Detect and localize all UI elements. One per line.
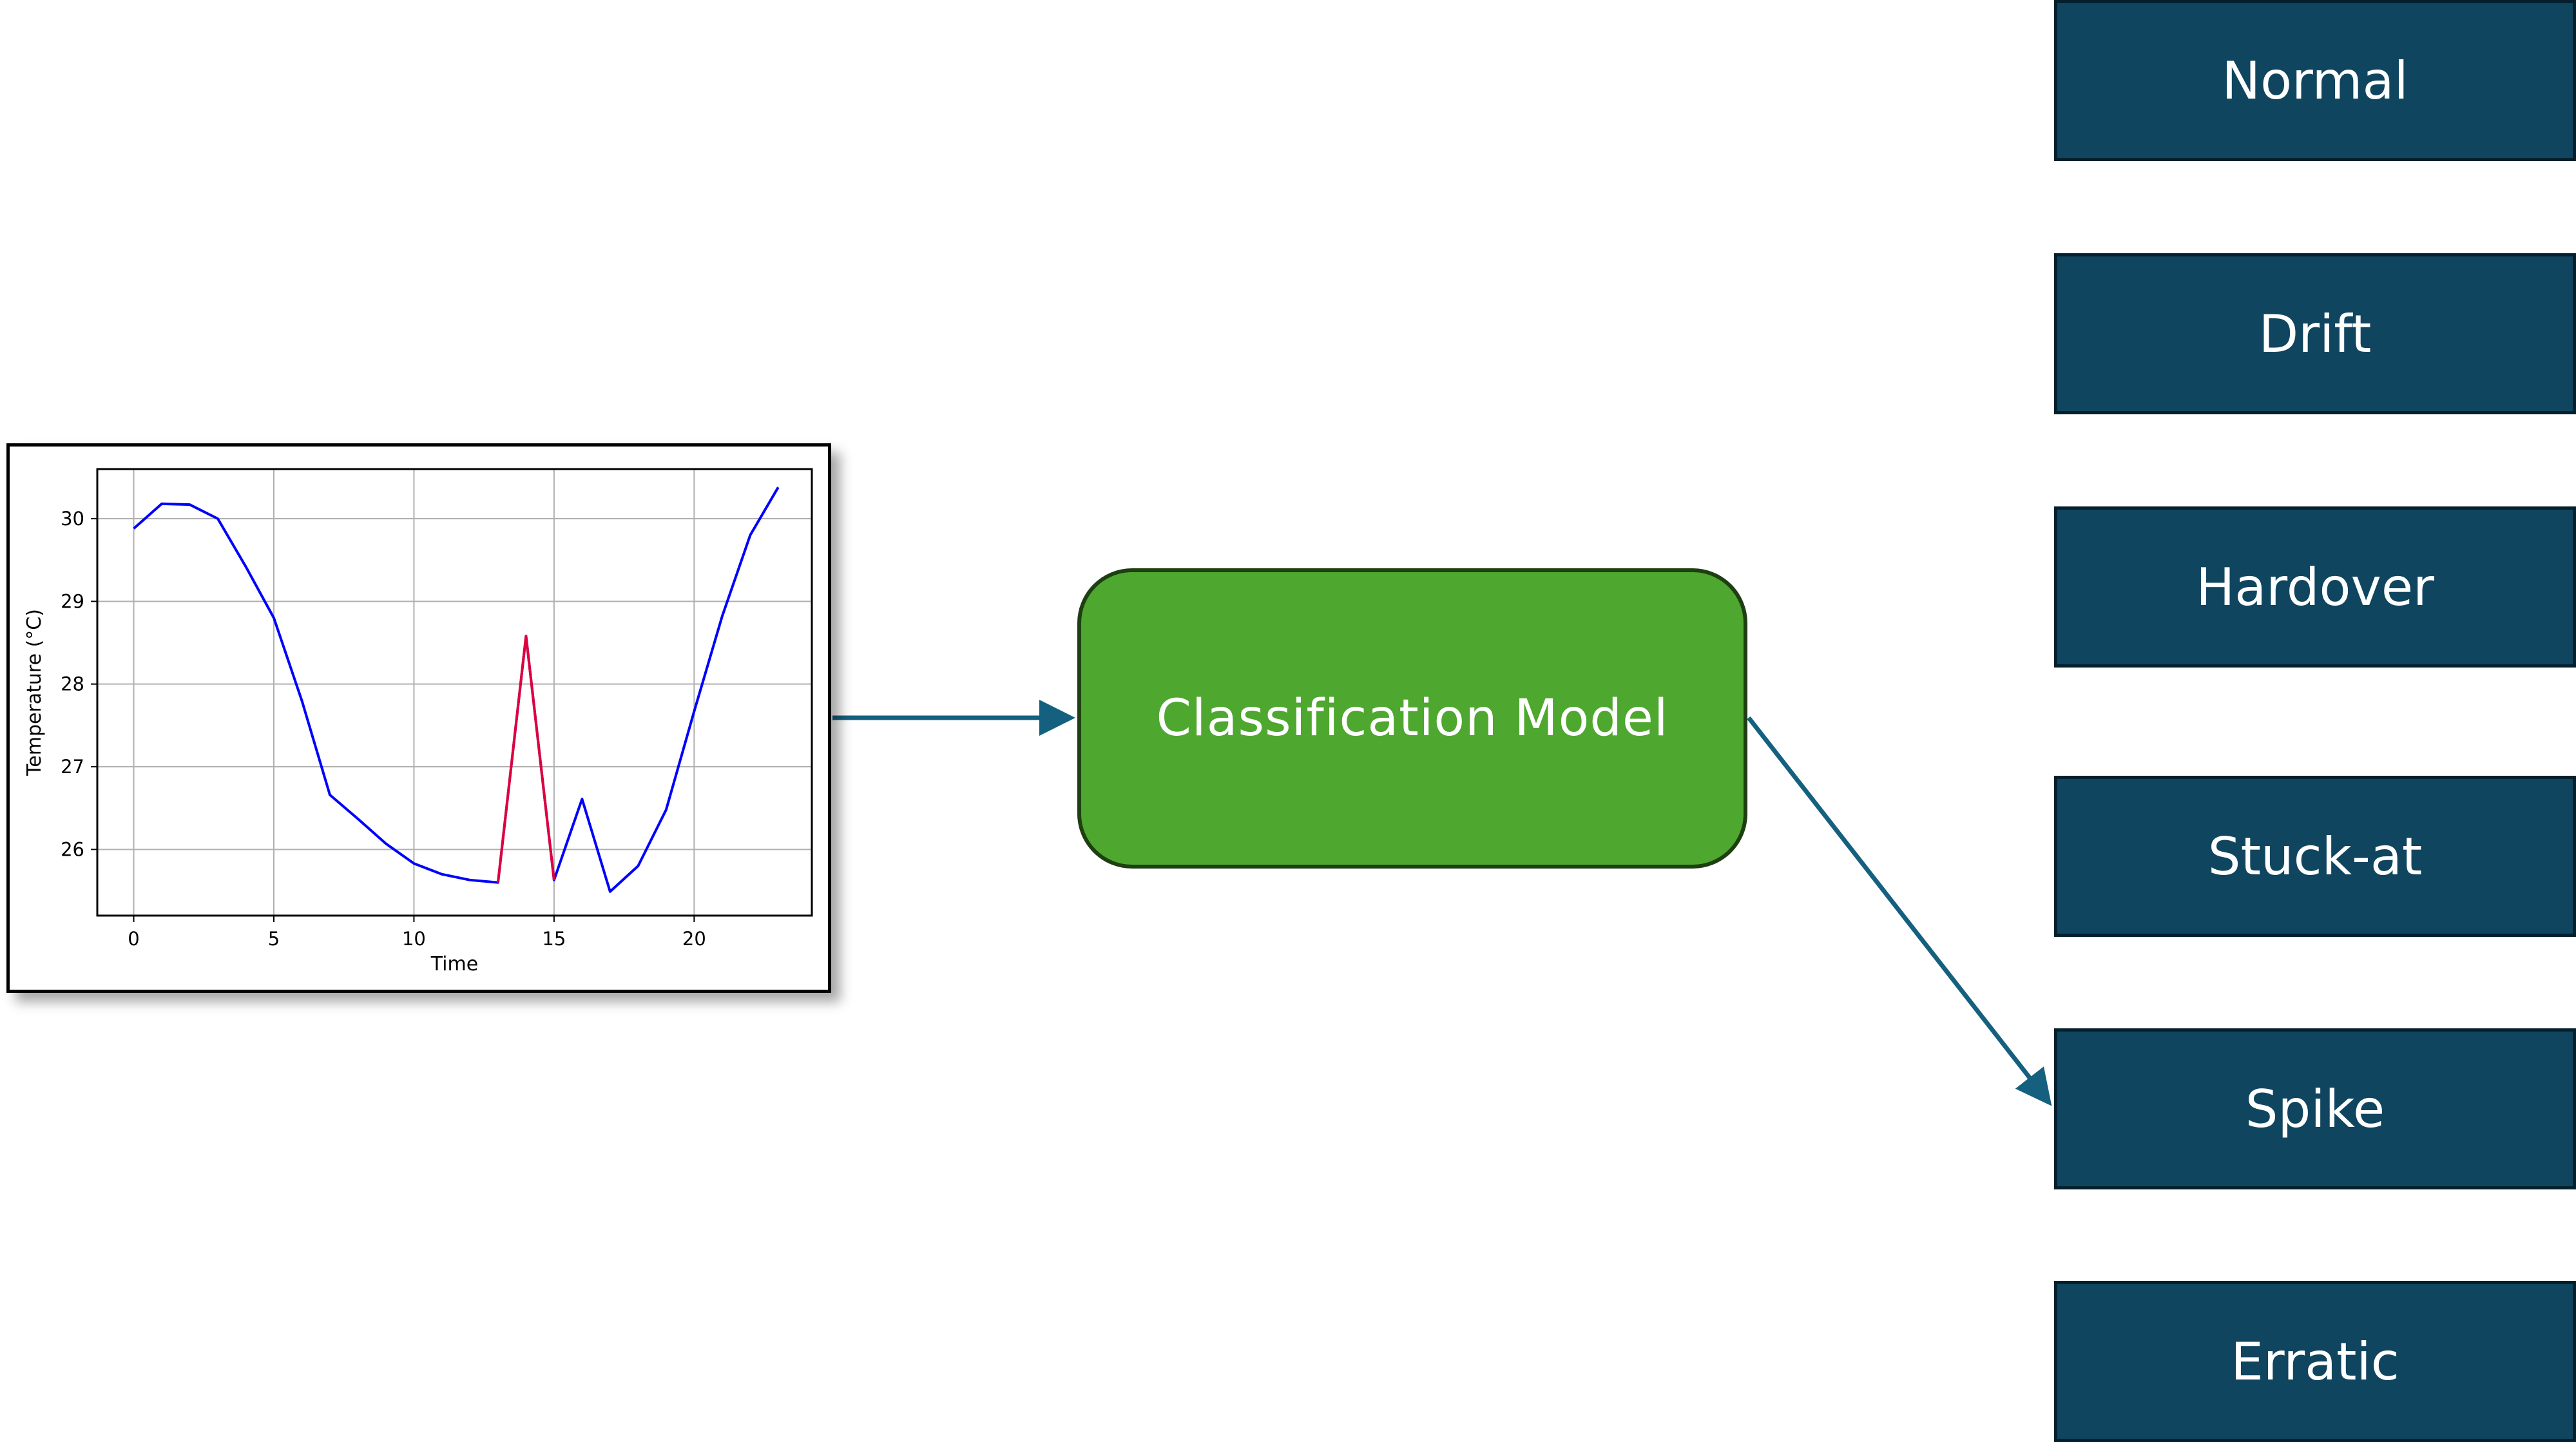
class-box-drift: Drift: [2054, 253, 2576, 414]
x-tick-label: 10: [402, 928, 426, 950]
spike-fault-segment: [496, 635, 555, 883]
x-tick-label: 0: [128, 928, 139, 950]
y-tick-label: 29: [61, 590, 84, 612]
x-tick-label: 15: [542, 928, 566, 950]
class-box-hardover: Hardover: [2054, 506, 2576, 668]
class-label-erratic: Erratic: [2231, 1331, 2399, 1392]
chart-series: [133, 486, 780, 893]
class-box-spike: Spike: [2054, 1028, 2576, 1189]
temperature-chart: 0 5 10 15 20 26 27 28 29 30 Time Temperature (°C): [23, 468, 813, 976]
class-label-stuck-at: Stuck-at: [2207, 826, 2423, 887]
class-box-stuck-at: Stuck-at: [2054, 776, 2576, 937]
class-label-drift: Drift: [2258, 303, 2372, 364]
class-label-spike: Spike: [2245, 1079, 2385, 1139]
input-chart: 0 5 10 15 20 26 27 28 29 30 Time Temperature (°C): [6, 443, 831, 993]
x-axis-label: Time: [430, 953, 478, 976]
plot-frame: [96, 468, 813, 917]
chart-ticks: 0 5 10 15 20 26 27 28 29 30: [61, 508, 706, 950]
classification-model-box: Classification Model: [1077, 568, 1747, 869]
y-tick-label: 30: [61, 508, 84, 530]
classification-model-label: Classification Model: [1156, 689, 1669, 747]
y-tick-label: 27: [61, 756, 84, 778]
y-tick-label: 28: [61, 673, 84, 695]
output-arrow: [1747, 716, 2052, 1106]
x-tick-label: 5: [268, 928, 280, 950]
class-label-hardover: Hardover: [2196, 557, 2434, 617]
y-tick-label: 26: [61, 838, 84, 860]
class-label-normal: Normal: [2222, 50, 2408, 111]
y-axis-label: Temperature (°C): [23, 609, 46, 776]
x-tick-label: 20: [682, 928, 706, 950]
chart-grid: [97, 469, 812, 916]
class-box-normal: Normal: [2054, 0, 2576, 161]
temperature-series-line: [133, 486, 780, 893]
class-box-erratic: Erratic: [2054, 1281, 2576, 1442]
